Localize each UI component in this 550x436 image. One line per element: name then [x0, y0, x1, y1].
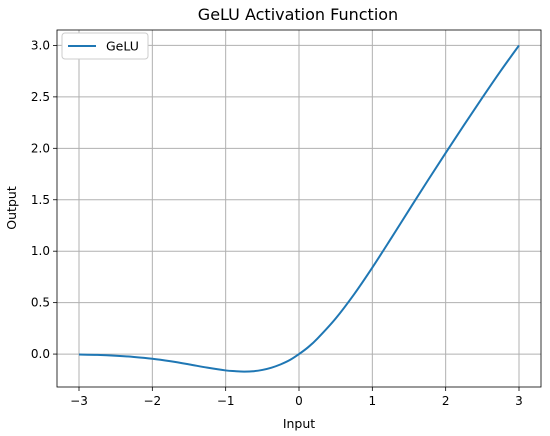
x-tick-label: 0	[295, 394, 303, 408]
grid	[57, 30, 541, 387]
y-axis-label: Output	[4, 186, 19, 230]
chart-title: GeLU Activation Function	[198, 5, 398, 24]
x-tick-label: 3	[515, 394, 523, 408]
y-tick-label: 0.0	[31, 347, 50, 361]
x-tick-label: 2	[442, 394, 450, 408]
y-tick-label: 0.5	[31, 296, 50, 310]
x-tick-label: −2	[143, 394, 161, 408]
y-tick-label: 2.0	[31, 141, 50, 155]
series-layer	[78, 44, 520, 373]
x-axis-label: Input	[283, 416, 315, 431]
y-tick-label: 2.5	[31, 90, 50, 104]
x-tick-label: −1	[217, 394, 235, 408]
x-tick-label: 1	[369, 394, 377, 408]
legend-label-gelu: GeLU	[106, 39, 139, 54]
y-tick-label: 3.0	[31, 38, 50, 52]
legend-box	[61, 32, 149, 60]
y-tick-label: 1.0	[31, 244, 50, 258]
series-line-gelu	[78, 44, 520, 373]
y-tick-label: 1.5	[31, 193, 50, 207]
legend: GeLU	[61, 32, 149, 60]
ticks: −3 −2 −1 0 1 2 3 0.0 0.5 1.0 1.5 2.0 2.5 3.0	[31, 38, 523, 408]
x-tick-label: −3	[70, 394, 88, 408]
